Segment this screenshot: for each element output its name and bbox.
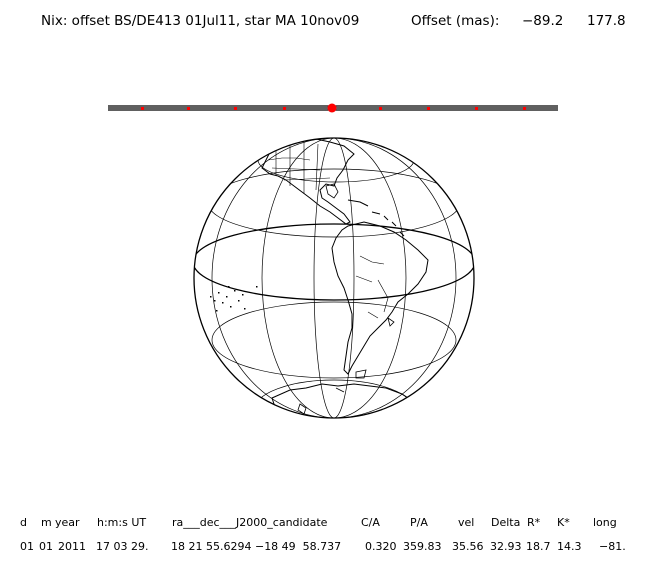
header-year: year — [55, 516, 80, 529]
parallel-line — [257, 138, 415, 183]
header-radec: ra___dec___J2000_candidate — [172, 516, 328, 529]
offset-y-value: 177.8 — [587, 13, 626, 29]
value-day: 01 — [20, 540, 34, 553]
value-year: 2011 — [58, 540, 86, 553]
time-tick-marker — [141, 107, 144, 110]
value-month: 01 — [39, 540, 53, 553]
north-america-outline — [261, 138, 355, 225]
time-tick-marker — [379, 107, 382, 110]
globe-limb — [193, 137, 475, 419]
time-tick-marker — [427, 107, 430, 110]
caribbean-islands — [347, 199, 405, 237]
parallel-line — [207, 168, 461, 238]
falkland-islands — [387, 317, 395, 327]
value-delta: 32.93 — [490, 540, 522, 553]
us-state-borders — [267, 142, 331, 194]
header-long: long — [593, 516, 617, 529]
header-vel: vel — [458, 516, 475, 529]
header-time: h:m:s UT — [97, 516, 147, 529]
value-radec: 18 21 55.6294 −18 49 58.737 — [171, 540, 342, 553]
country-borders — [355, 255, 389, 319]
time-tick-marker — [234, 107, 237, 110]
plot-title: Nix: offset BS/DE413 01Jul11, star MA 10… — [41, 13, 360, 29]
offset-x-value: −89.2 — [522, 13, 564, 29]
value-vel: 35.56 — [452, 540, 484, 553]
value-pa: 359.83 — [403, 540, 442, 553]
time-tick-marker — [187, 107, 190, 110]
value-ca: 0.320 — [365, 540, 397, 553]
time-tick-marker — [523, 107, 526, 110]
tierra-del-fuego — [355, 369, 367, 379]
meridian-line — [261, 138, 407, 418]
value-time: 17 03 29. — [96, 540, 149, 553]
south-america-outline — [331, 221, 429, 375]
florida-outline — [325, 183, 339, 199]
central-time-marker — [327, 103, 337, 113]
header-delta: Delta — [491, 516, 521, 529]
time-tick-marker — [475, 107, 478, 110]
header-kstar: K* — [557, 516, 570, 529]
pacific-islands — [210, 286, 258, 312]
value-kstar: 14.3 — [557, 540, 582, 553]
header-ca: C/A — [361, 516, 380, 529]
header-day: d — [20, 516, 27, 529]
occultation-parameters-table: d m year h:m:s UT ra___dec___J2000_candi… — [0, 516, 645, 562]
header-rstar: R* — [527, 516, 541, 529]
meridian-line — [313, 138, 355, 418]
plot-title-bar: Nix: offset BS/DE413 01Jul11, star MA 10… — [0, 13, 645, 33]
meridian-line — [211, 138, 457, 418]
antarctic-peninsula — [297, 387, 345, 415]
offset-label: Offset (mas): — [411, 13, 500, 29]
value-rstar: 18.7 — [526, 540, 551, 553]
header-month: m — [41, 516, 52, 529]
value-long: −81. — [599, 540, 626, 553]
time-tick-marker — [283, 107, 286, 110]
parallel-line — [211, 301, 457, 379]
header-pa: P/A — [410, 516, 428, 529]
equator-line — [194, 223, 474, 301]
